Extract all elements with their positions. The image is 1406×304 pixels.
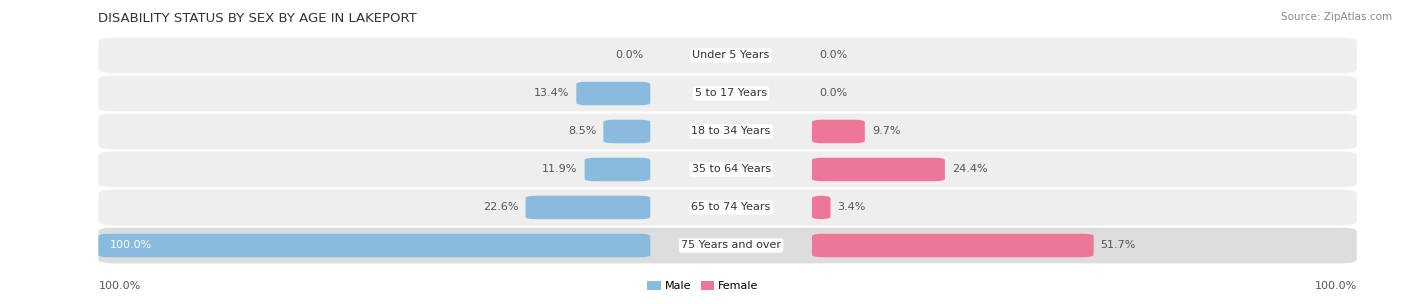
FancyBboxPatch shape [98,114,1357,149]
Text: Under 5 Years: Under 5 Years [693,50,769,60]
Text: 100.0%: 100.0% [98,281,141,291]
Text: 18 to 34 Years: 18 to 34 Years [692,126,770,136]
Text: 100.0%: 100.0% [1315,281,1357,291]
FancyBboxPatch shape [576,82,650,105]
Text: 5 to 17 Years: 5 to 17 Years [695,88,768,98]
Text: 75 Years and over: 75 Years and over [681,240,782,250]
Text: Source: ZipAtlas.com: Source: ZipAtlas.com [1281,12,1392,22]
Text: 0.0%: 0.0% [818,88,848,98]
Legend: Male, Female: Male, Female [643,276,763,295]
Text: 9.7%: 9.7% [872,126,900,136]
FancyBboxPatch shape [98,190,1357,225]
FancyBboxPatch shape [585,158,650,181]
Text: 0.0%: 0.0% [614,50,644,60]
FancyBboxPatch shape [98,76,1357,111]
Text: 35 to 64 Years: 35 to 64 Years [692,164,770,174]
Text: 13.4%: 13.4% [534,88,569,98]
Text: 51.7%: 51.7% [1101,240,1136,250]
Text: 24.4%: 24.4% [952,164,987,174]
FancyBboxPatch shape [603,120,650,143]
Text: DISABILITY STATUS BY SEX BY AGE IN LAKEPORT: DISABILITY STATUS BY SEX BY AGE IN LAKEP… [98,12,418,25]
FancyBboxPatch shape [813,196,831,219]
Text: 22.6%: 22.6% [484,202,519,212]
FancyBboxPatch shape [526,196,650,219]
Text: 3.4%: 3.4% [838,202,866,212]
FancyBboxPatch shape [813,234,1094,257]
Text: 8.5%: 8.5% [568,126,596,136]
Text: 65 to 74 Years: 65 to 74 Years [692,202,770,212]
FancyBboxPatch shape [813,158,945,181]
FancyBboxPatch shape [98,234,650,257]
FancyBboxPatch shape [98,38,1357,73]
FancyBboxPatch shape [98,152,1357,187]
FancyBboxPatch shape [813,120,865,143]
FancyBboxPatch shape [98,228,1357,263]
Text: 0.0%: 0.0% [818,50,848,60]
Text: 11.9%: 11.9% [543,164,578,174]
Text: 100.0%: 100.0% [110,240,152,250]
